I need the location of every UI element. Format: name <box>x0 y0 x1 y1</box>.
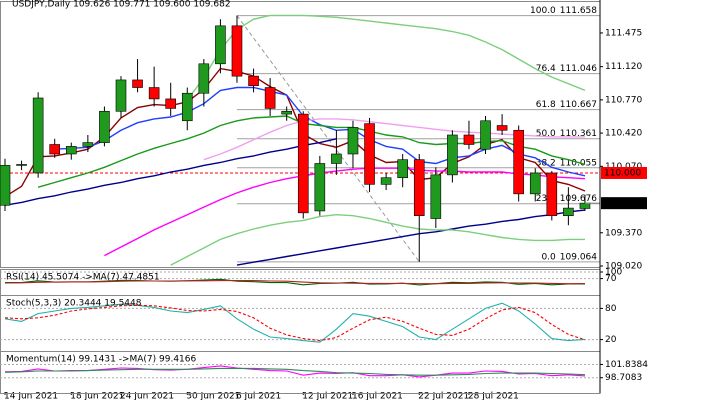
candle-body <box>115 79 127 112</box>
candle-body <box>563 207 574 216</box>
candle-body <box>513 129 524 195</box>
indicator-line <box>4 365 586 378</box>
candle-body <box>281 110 292 115</box>
candle-body <box>496 125 508 131</box>
candle-body <box>65 146 77 155</box>
indicator-line <box>4 304 586 342</box>
x-tick-label: 30 Jun 2021 <box>186 392 240 400</box>
candle-body <box>397 159 408 179</box>
candle-body <box>0 165 11 206</box>
x-tick-label: 6 Jul 2021 <box>236 392 281 400</box>
candle-body <box>297 113 309 214</box>
x-tick-label: 12 Jul 2021 <box>302 392 353 400</box>
candle-body <box>413 159 425 216</box>
candle-body <box>231 25 243 77</box>
y-tick-label: 110.070 <box>605 162 642 172</box>
hline-tag <box>601 166 647 179</box>
fib-value: 110.667 <box>560 100 597 110</box>
candle-body <box>16 164 27 166</box>
y-tick-label: 109.370 <box>605 228 642 238</box>
y-tick-label: 70 <box>605 274 617 284</box>
fib-value: 109.676 <box>560 194 597 204</box>
fib-level: 0.0 <box>541 252 556 262</box>
candle-body <box>148 87 160 100</box>
chart-title: USDJPY,Daily 109.626 109.771 109.600 109… <box>12 0 231 10</box>
y-tick-label: 20 <box>605 335 617 345</box>
indicator-line <box>4 280 586 285</box>
indicator-line <box>4 367 586 376</box>
fib-level: 50.0 <box>536 129 556 139</box>
candle-body <box>480 120 491 150</box>
candle-body <box>447 134 458 176</box>
indicator-line <box>170 213 585 266</box>
fib-level: 61.8 <box>536 100 556 110</box>
fib-value: 109.064 <box>560 252 597 262</box>
candle-body <box>82 142 94 147</box>
candle-body <box>198 63 210 94</box>
last-price-tag <box>601 197 647 210</box>
x-tick-label: 24 Jun 2021 <box>120 392 174 400</box>
candle-body <box>546 172 558 216</box>
hline-tag-label: 110.000 <box>604 168 641 178</box>
candle-body <box>264 87 276 109</box>
candle-body <box>32 97 44 174</box>
candle-body <box>248 75 259 86</box>
last-price-label: 109.682 <box>604 199 641 209</box>
fib-value: 110.361 <box>560 129 597 139</box>
candle-body <box>529 172 541 195</box>
candle-body <box>347 127 359 155</box>
fib-value: 111.658 <box>560 6 597 16</box>
y-tick-label: 101.8384 <box>605 360 648 370</box>
indicator-line <box>4 302 586 343</box>
candle-body <box>364 123 375 185</box>
y-tick-label: 111.475 <box>605 28 642 38</box>
candle-body <box>314 163 326 212</box>
fib-value: 111.046 <box>560 64 597 74</box>
indicator-line <box>104 167 586 257</box>
y-tick-label: 111.120 <box>605 62 642 72</box>
candle-body <box>49 144 61 155</box>
y-tick-label: 80 <box>605 304 617 314</box>
candle-body <box>579 202 591 209</box>
indicator-title: Stoch(5,3,3) 20.3444 19.5448 <box>6 299 142 309</box>
fib-level: 23.6 <box>536 194 556 204</box>
y-tick-label: 98.7083 <box>605 373 642 383</box>
candle-body <box>181 92 193 122</box>
x-tick-label: 16 Jul 2021 <box>352 392 403 400</box>
y-tick-label: 110.420 <box>605 129 642 139</box>
candle-body <box>132 79 143 88</box>
y-tick-label: 100 <box>605 268 622 278</box>
candle-body <box>463 134 475 145</box>
indicator-title: Momentum(14) 99.1431 ->MA(7) 99.4166 <box>6 355 197 365</box>
fib-level: 100.0 <box>530 6 556 16</box>
candle-body <box>331 153 342 164</box>
indicator-line <box>37 115 586 188</box>
x-tick-label: 14 Jun 2021 <box>4 392 58 400</box>
y-tick-label: 109.020 <box>605 262 642 272</box>
indicator-line <box>236 209 586 266</box>
indicator-line <box>54 86 586 177</box>
indicator-line <box>4 138 337 206</box>
candle-body <box>99 110 110 143</box>
candle-body <box>380 177 392 185</box>
candle-body <box>215 25 226 65</box>
fib-trend-line <box>236 15 420 263</box>
indicator-line <box>186 14 586 101</box>
y-tick-label: 110.770 <box>605 95 642 105</box>
x-tick-label: 28 Jul 2021 <box>468 392 519 400</box>
indicator-title: RSI(14) 45.5074 ->MA(7) 47.4851 <box>6 273 160 283</box>
candle-body <box>165 98 176 109</box>
fib-level: 76.4 <box>536 64 556 74</box>
candle-body <box>430 174 442 219</box>
x-tick-label: 22 Jul 2021 <box>418 392 469 400</box>
x-tick-label: 18 Jun 2021 <box>70 392 124 400</box>
